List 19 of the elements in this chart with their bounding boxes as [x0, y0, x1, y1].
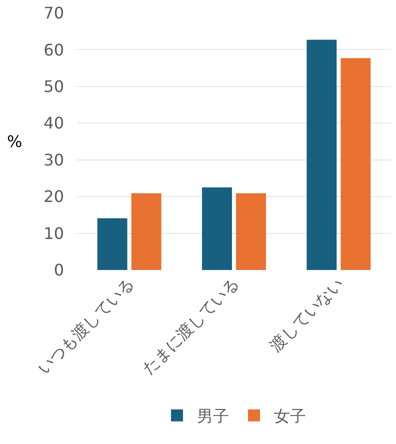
y-tick-label: 10	[44, 224, 64, 243]
y-tick-label: 50	[44, 77, 64, 96]
y-tick-label: 20	[44, 187, 64, 206]
bar	[97, 218, 128, 270]
x-tick-label: 渡していない	[266, 274, 348, 356]
bar	[340, 58, 371, 270]
legend-label: 男子	[197, 406, 229, 426]
y-axis-title: %	[7, 132, 22, 151]
bar	[306, 40, 337, 270]
x-tick-label: たまに渡している	[138, 274, 242, 378]
bar	[131, 193, 162, 270]
y-tick-label: 30	[44, 150, 64, 170]
bar	[202, 187, 232, 270]
y-tick-label: 60	[44, 40, 64, 60]
y-tick-label: 70	[44, 4, 64, 23]
bar	[236, 193, 266, 270]
y-tick-label: 0	[54, 260, 64, 280]
y-tick-label: 40	[44, 114, 64, 133]
legend-label: 女子	[274, 406, 306, 426]
